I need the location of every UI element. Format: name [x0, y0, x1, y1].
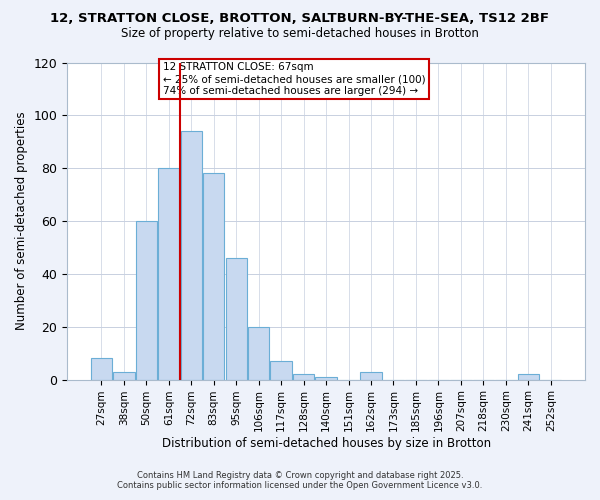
X-axis label: Distribution of semi-detached houses by size in Brotton: Distribution of semi-detached houses by … — [161, 437, 491, 450]
Bar — [271, 361, 292, 380]
Bar — [518, 374, 539, 380]
Bar — [181, 131, 202, 380]
Text: 12, STRATTON CLOSE, BROTTON, SALTBURN-BY-THE-SEA, TS12 2BF: 12, STRATTON CLOSE, BROTTON, SALTBURN-BY… — [50, 12, 550, 26]
Text: Size of property relative to semi-detached houses in Brotton: Size of property relative to semi-detach… — [121, 28, 479, 40]
Bar — [316, 377, 337, 380]
Bar — [203, 174, 224, 380]
Y-axis label: Number of semi-detached properties: Number of semi-detached properties — [15, 112, 28, 330]
Text: Contains HM Land Registry data © Crown copyright and database right 2025.
Contai: Contains HM Land Registry data © Crown c… — [118, 470, 482, 490]
Bar — [248, 326, 269, 380]
Bar — [136, 221, 157, 380]
Bar — [158, 168, 179, 380]
Text: 12 STRATTON CLOSE: 67sqm
← 25% of semi-detached houses are smaller (100)
74% of : 12 STRATTON CLOSE: 67sqm ← 25% of semi-d… — [163, 62, 425, 96]
Bar — [226, 258, 247, 380]
Bar — [293, 374, 314, 380]
Bar — [361, 372, 382, 380]
Bar — [113, 372, 134, 380]
Bar — [91, 358, 112, 380]
